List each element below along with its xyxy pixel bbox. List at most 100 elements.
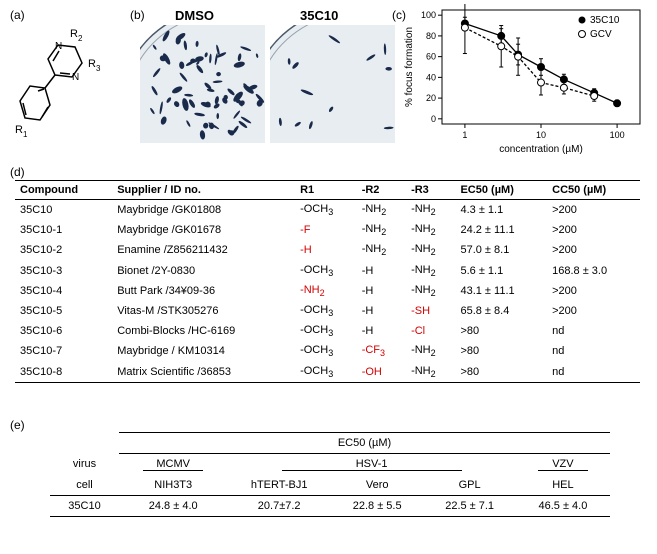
table-cell: -H bbox=[357, 321, 406, 341]
ec50-value: 46.5 ± 4.0 bbox=[516, 496, 610, 517]
panel-label-d: (d) bbox=[10, 165, 25, 179]
svg-text:concentration (µM): concentration (µM) bbox=[499, 144, 583, 154]
sar-table: CompoundSupplier / ID no.R1-R2-R3EC50 (µ… bbox=[15, 180, 640, 383]
table-cell: >200 bbox=[547, 220, 640, 240]
table-row: 35C10-8Matrix Scientific /36853-OCH3-OH-… bbox=[15, 362, 640, 383]
table-cell: -NH2 bbox=[357, 240, 406, 260]
table-row: 35C10-5Vitas-M /STK305276-OCH3-H-SH65.8 … bbox=[15, 301, 640, 321]
svg-text:100: 100 bbox=[421, 10, 436, 20]
dish-dmso bbox=[140, 25, 265, 146]
svg-text:% focus formation: % focus formation bbox=[404, 27, 415, 107]
svg-text:R: R bbox=[15, 124, 23, 136]
table-cell: -H bbox=[357, 281, 406, 301]
table-cell: 35C10-2 bbox=[15, 240, 112, 260]
svg-text:35C10: 35C10 bbox=[590, 15, 620, 26]
table-header: R1 bbox=[295, 181, 357, 200]
svg-text:R: R bbox=[70, 28, 78, 40]
table-cell: 4.3 ± 1.1 bbox=[455, 200, 547, 221]
table-cell: -Cl bbox=[406, 321, 455, 341]
table-cell: -NH2 bbox=[406, 261, 455, 281]
table-cell: 35C10-3 bbox=[15, 261, 112, 281]
table-cell: -OCH3 bbox=[295, 301, 357, 321]
table-cell: -NH2 bbox=[357, 200, 406, 221]
table-cell: Combi-Blocks /HC-6169 bbox=[112, 321, 295, 341]
compound-label: 35C10 bbox=[300, 8, 338, 23]
ec50-value: 20.7±7.2 bbox=[227, 496, 331, 517]
table-cell: 65.8 ± 8.4 bbox=[455, 301, 547, 321]
chemical-structure: N N R1 R2 R3 bbox=[10, 25, 110, 145]
dmso-label: DMSO bbox=[175, 8, 214, 23]
table-header: EC50 (µM) bbox=[455, 181, 547, 200]
table-header: -R3 bbox=[406, 181, 455, 200]
table-cell: -NH2 bbox=[406, 281, 455, 301]
table-cell: -F bbox=[295, 220, 357, 240]
table-row: 35C10-6Combi-Blocks /HC-6169-OCH3-H-Cl>8… bbox=[15, 321, 640, 341]
table-cell: -SH bbox=[406, 301, 455, 321]
table-cell: >80 bbox=[455, 362, 547, 383]
table-cell: -H bbox=[357, 301, 406, 321]
table-cell: -H bbox=[357, 261, 406, 281]
table-row: 35C10Maybridge /GK01808-OCH3-NH2-NH24.3 … bbox=[15, 200, 640, 221]
cell-line: GPL bbox=[423, 475, 515, 496]
table-cell: -OCH3 bbox=[295, 341, 357, 361]
panel-label-a: (a) bbox=[10, 8, 25, 22]
table-row: 35C10-7Maybridge / KM10314-OCH3-CF3-NH2>… bbox=[15, 341, 640, 361]
table-cell: nd bbox=[547, 362, 640, 383]
table-cell: 57.0 ± 8.1 bbox=[455, 240, 547, 260]
dose-response-chart: 020406080100110100concentration (µM)% fo… bbox=[400, 4, 648, 154]
table-row: 35C10-4Butt Park /34¥09-36-NH2-H-NH243.1… bbox=[15, 281, 640, 301]
row-label: cell bbox=[50, 475, 119, 496]
svg-text:1: 1 bbox=[23, 130, 28, 139]
table-cell: >80 bbox=[455, 341, 547, 361]
table-cell: 5.6 ± 1.1 bbox=[455, 261, 547, 281]
table-cell: -NH2 bbox=[406, 362, 455, 383]
table-header: -R2 bbox=[357, 181, 406, 200]
table-cell: -H bbox=[295, 240, 357, 260]
svg-text:40: 40 bbox=[426, 72, 436, 82]
table-cell: 35C10-4 bbox=[15, 281, 112, 301]
svg-text:N: N bbox=[72, 72, 79, 83]
ec50-value: 22.8 ± 5.5 bbox=[331, 496, 423, 517]
table-cell: -NH2 bbox=[357, 220, 406, 240]
table-cell: Matrix Scientific /36853 bbox=[112, 362, 295, 383]
table-cell: -NH2 bbox=[406, 240, 455, 260]
table-cell: >200 bbox=[547, 281, 640, 301]
svg-text:0: 0 bbox=[431, 114, 436, 124]
table-cell: >200 bbox=[547, 200, 640, 221]
table-cell: Enamine /Z856211432 bbox=[112, 240, 295, 260]
svg-text:20: 20 bbox=[426, 93, 436, 103]
table-cell: 168.8 ± 3.0 bbox=[547, 261, 640, 281]
table-cell: -NH2 bbox=[406, 341, 455, 361]
table-cell: Maybridge /GK01808 bbox=[112, 200, 295, 221]
cell-line: NIH3T3 bbox=[119, 475, 227, 496]
svg-text:60: 60 bbox=[426, 52, 436, 62]
svg-text:3: 3 bbox=[96, 64, 101, 73]
table-cell: nd bbox=[547, 321, 640, 341]
table-cell: -CF3 bbox=[357, 341, 406, 361]
table-cell: 35C10-7 bbox=[15, 341, 112, 361]
panel-label-e: (e) bbox=[10, 418, 25, 432]
svg-text:GCV: GCV bbox=[590, 29, 612, 40]
table-cell: nd bbox=[547, 341, 640, 361]
panel-label-b: (b) bbox=[130, 8, 145, 22]
ec50-value: 22.5 ± 7.1 bbox=[423, 496, 515, 517]
table-cell: 24.2 ± 11.1 bbox=[455, 220, 547, 240]
cell-line: Vero bbox=[331, 475, 423, 496]
table-cell: Bionet /2Y-0830 bbox=[112, 261, 295, 281]
table-cell: 35C10-8 bbox=[15, 362, 112, 383]
table-cell: -NH2 bbox=[406, 200, 455, 221]
cell-line: HEL bbox=[516, 475, 610, 496]
table-cell: Butt Park /34¥09-36 bbox=[112, 281, 295, 301]
compound-name: 35C10 bbox=[50, 496, 119, 517]
table-header: Compound bbox=[15, 181, 112, 200]
table-cell: >80 bbox=[455, 321, 547, 341]
table-cell: -OCH3 bbox=[295, 362, 357, 383]
virus-cell: MCMV bbox=[119, 454, 227, 476]
table-cell: 35C10-6 bbox=[15, 321, 112, 341]
table-row: 35C10-2Enamine /Z856211432-H-NH2-NH257.0… bbox=[15, 240, 640, 260]
cell-line: hTERT-BJ1 bbox=[227, 475, 331, 496]
svg-text:R: R bbox=[88, 58, 96, 70]
virus-cell: VZV bbox=[516, 454, 610, 476]
table-row: 35C10-1Maybridge /GK01678-F-NH2-NH224.2 … bbox=[15, 220, 640, 240]
table-cell: >200 bbox=[547, 240, 640, 260]
